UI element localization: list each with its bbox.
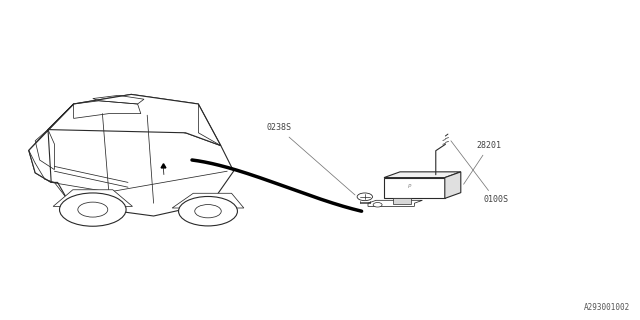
Polygon shape xyxy=(368,200,422,206)
Polygon shape xyxy=(172,193,244,208)
Polygon shape xyxy=(48,94,221,146)
Text: 0238S: 0238S xyxy=(266,124,355,195)
Text: 0100S: 0100S xyxy=(451,141,508,204)
Polygon shape xyxy=(53,190,132,206)
Circle shape xyxy=(357,193,372,201)
Polygon shape xyxy=(384,178,445,198)
Circle shape xyxy=(60,193,126,226)
Bar xyxy=(393,198,412,204)
Text: P: P xyxy=(408,184,412,189)
Polygon shape xyxy=(384,172,461,178)
Circle shape xyxy=(373,203,382,207)
Polygon shape xyxy=(29,104,74,182)
Text: 28201: 28201 xyxy=(463,141,502,184)
Polygon shape xyxy=(445,172,461,198)
Polygon shape xyxy=(48,94,198,133)
Text: A293001002: A293001002 xyxy=(584,303,630,312)
Circle shape xyxy=(179,196,237,226)
Polygon shape xyxy=(29,118,234,216)
